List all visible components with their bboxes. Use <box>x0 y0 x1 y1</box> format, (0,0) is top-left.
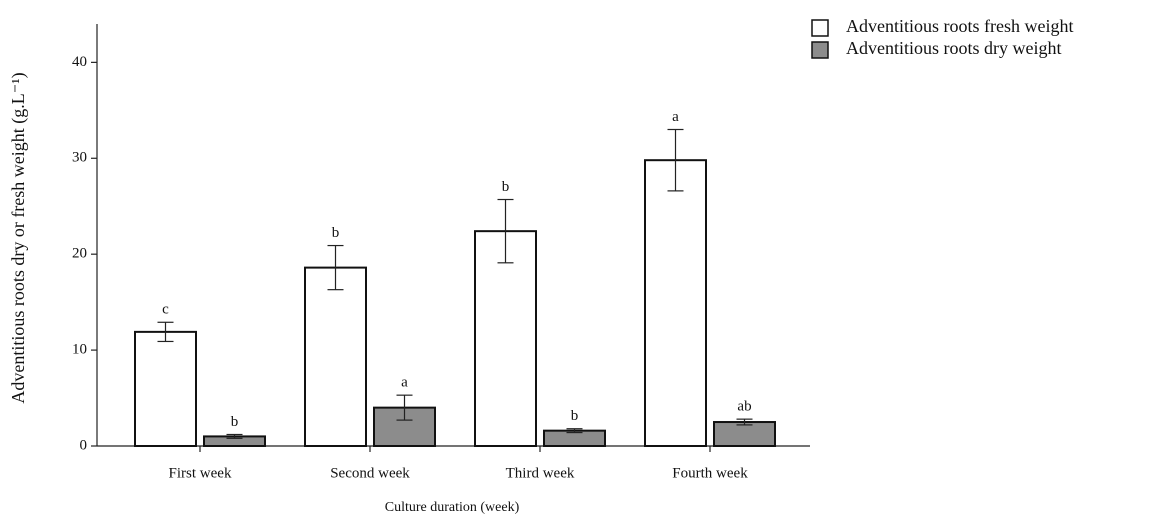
significance-letter: b <box>231 414 239 430</box>
y-axis-label: Adventitious roots dry or fresh weight (… <box>8 72 29 403</box>
y-tick-label: 20 <box>72 246 87 262</box>
legend-label: Adventitious roots fresh weight <box>846 16 1073 36</box>
legend-swatch <box>811 41 829 59</box>
bar <box>713 421 776 448</box>
bar <box>474 230 537 447</box>
y-tick-label: 0 <box>80 437 88 453</box>
x-tick-label: Third week <box>506 465 575 481</box>
x-tick-label: Second week <box>330 465 410 481</box>
significance-letter: ab <box>737 399 751 415</box>
significance-letter: c <box>162 302 169 318</box>
significance-letter: b <box>571 408 579 424</box>
legend-label: Adventitious roots dry weight <box>846 38 1061 58</box>
significance-letter: b <box>502 179 510 195</box>
bar <box>644 159 707 447</box>
significance-letter: a <box>401 375 408 391</box>
y-tick-label: 10 <box>72 342 87 358</box>
x-tick-label: First week <box>169 465 232 481</box>
significance-letter: b <box>332 225 340 241</box>
bar <box>134 330 197 448</box>
y-tick-label: 30 <box>72 150 87 166</box>
x-axis-label: Culture duration (week) <box>385 500 520 515</box>
bar <box>304 266 367 448</box>
significance-letter: a <box>672 109 679 125</box>
y-tick-label: 40 <box>72 54 87 70</box>
legend-swatch <box>811 19 829 37</box>
x-tick-label: Fourth week <box>672 465 748 481</box>
